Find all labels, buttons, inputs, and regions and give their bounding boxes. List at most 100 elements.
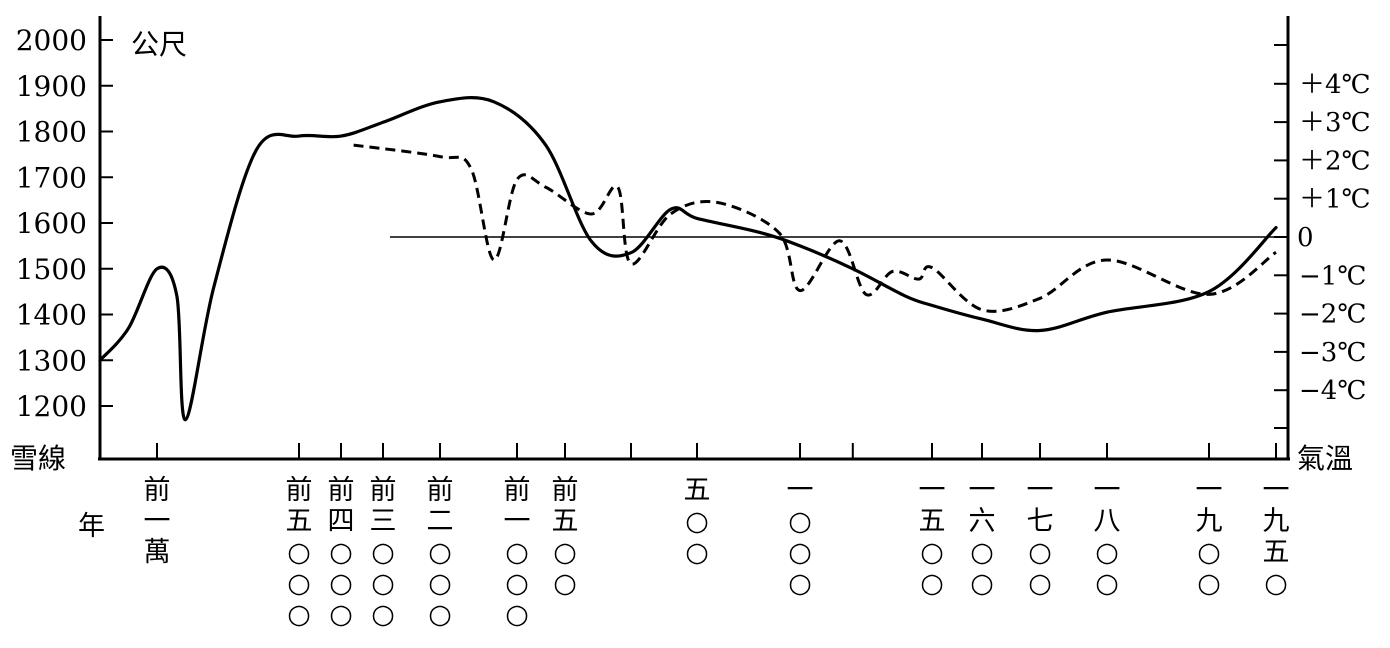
right-axis-tick-label: ＋1℃ [1299,185,1371,215]
x-axis-tick-label-char: 前 [552,475,579,506]
left-axis-tick-label: 1800 [16,116,87,149]
x-axis-tick-label: 前四○○○ [328,475,355,630]
x-axis-tick-label-char: ○ [371,537,395,568]
x-axis-tick-label-char: 一 [1027,475,1054,506]
x-axis-tick-label-char: 前 [144,475,171,506]
x-axis-tick-label: 前二○○○ [427,475,454,630]
x-axis-tick-label-char: ○ [505,568,529,599]
x-axis-tick-label-char: 三 [370,506,397,537]
x-axis-tick-label-char: 一 [1094,475,1121,506]
x-axis-tick-label-char: 五 [684,475,711,506]
x-axis-tick-label: 前一萬 [144,475,171,568]
snowline-series-line [98,96,1278,422]
left-axis-tick-label: 1200 [16,390,87,423]
right-axis-tick-label: ＋4℃ [1299,70,1371,100]
x-axis-tick-label-char: ○ [1095,537,1119,568]
x-axis-tick-label-char: 九 [1263,506,1290,537]
x-axis-tick-label-char: ○ [970,537,994,568]
x-axis-tick-label-char: ○ [788,568,812,599]
left-axis-tick-label: 1900 [16,70,87,103]
left-axis-label: 雪線 [10,442,66,475]
x-axis-tick-label-char: ○ [505,599,529,630]
x-axis-tick-label-char: 一 [1263,475,1290,506]
x-axis-tick-label-char: ○ [371,568,395,599]
x-axis-tick-label-char: 六 [969,506,996,537]
x-axis-tick-label-char: ○ [287,537,311,568]
x-axis-tick-label-char: ○ [329,599,353,630]
temperature-series-line [353,143,1277,313]
x-axis-tick-label-char: 七 [1027,506,1054,537]
x-axis-tick-label-char: 一 [1196,475,1223,506]
x-axis-tick-label-char: ○ [1095,568,1119,599]
x-axis-tick-label-char: 四 [328,506,355,537]
x-axis-tick-label-char: 一 [787,475,814,506]
x-axis-tick-label: 前三○○○ [370,475,397,630]
x-axis-tick-label: 前五○○○ [286,475,313,630]
x-axis-tick-label-char: ○ [1028,537,1052,568]
x-axis-tick-label-char: 前 [370,475,397,506]
left-axis-unit: 公尺 [131,28,187,61]
x-axis-tick-label-char: ○ [428,537,452,568]
x-axis-tick-label-char: 二 [427,506,454,537]
right-axis-tick-label: ＋3℃ [1299,108,1371,138]
x-axis-tick-label-char: 一 [969,475,996,506]
x-axis-tick-label: 前五○○ [552,475,579,599]
left-axis-tick-label: 1600 [16,207,87,240]
x-axis-tick-label: 一九五○ [1263,475,1290,599]
x-axis-tick-label: 一六○○ [969,475,996,599]
x-axis-tick-labels: 前一萬前五○○○前四○○○前三○○○前二○○○前一○○○前五○○五○○一○○○一… [144,475,1290,630]
left-axis-ticks: 1200 1300 1400 1500 1600 1700 1800 1900 2000 [16,24,113,423]
x-axis-tick-label-char: 一 [919,475,946,506]
right-axis-tick-label: ＋2℃ [1299,146,1371,176]
x-axis-tick-label: 一五○○ [919,475,946,599]
x-axis-tick-label-char: 八 [1094,506,1121,537]
x-axis-tick-label-char: ○ [685,506,709,537]
x-axis-tick-label-char: ○ [428,568,452,599]
x-axis-tick-label-char: ○ [920,568,944,599]
x-axis-tick-label: 一八○○ [1094,475,1121,599]
right-axis-tick-label: −4℃ [1299,376,1366,406]
x-axis-tick-label-char: 九 [1196,506,1223,537]
x-axis-tick-label-char: 一 [144,506,171,537]
right-axis-label: 氣溫 [1297,442,1353,475]
x-axis-tick-label-char: 萬 [144,537,171,568]
right-axis-tick-label: −3℃ [1299,338,1366,368]
x-axis-tick-label: 一七○○ [1027,475,1054,599]
right-axis-ticks: ＋4℃ ＋3℃ ＋2℃ ＋1℃ 0 −1℃ −2℃ −3℃ −4℃ [1274,44,1371,429]
x-axis-tick-label-char: ○ [428,599,452,630]
x-axis-tick-label-char: ○ [505,537,529,568]
x-axis-tick-label-char: ○ [1028,568,1052,599]
x-axis-tick-label-char: 前 [328,475,355,506]
left-axis-tick-label: 1500 [16,253,87,286]
x-axis-tick-label-char: 五 [1263,537,1290,568]
x-axis-tick-label: 一九○○ [1196,475,1223,599]
x-axis-tick-label-char: ○ [1197,537,1221,568]
x-axis-tick-label-char: 前 [427,475,454,506]
x-axis-tick-label-char: ○ [553,537,577,568]
x-axis-tick-label-char: ○ [1264,568,1288,599]
x-axis-tick-label-char: ○ [970,568,994,599]
x-axis-tick-label-char: ○ [329,568,353,599]
left-axis-tick-label: 1300 [16,344,87,377]
x-axis-tick-label-char: 一 [504,506,531,537]
x-axis-tick-label: 一○○○ [787,475,814,599]
right-axis-tick-label: 0 [1297,223,1314,253]
x-axis-tick-label-char: 五 [919,506,946,537]
x-axis-tick-label-char: 五 [286,506,313,537]
x-axis-tick-label-char: ○ [329,537,353,568]
x-axis-tick-label: 前一○○○ [504,475,531,630]
x-axis-tick-label-char: ○ [371,599,395,630]
left-axis-tick-label: 1700 [16,161,87,194]
x-axis-tick-label-char: ○ [287,599,311,630]
x-axis-tick-label: 五○○ [684,475,711,568]
right-axis-tick-label: −1℃ [1299,261,1366,291]
left-axis-tick-label: 1400 [16,299,87,332]
x-axis-tick-label-char: ○ [685,537,709,568]
x-axis-label: 年 [78,511,105,542]
x-axis-tick-label-char: ○ [553,568,577,599]
x-axis-tick-label-char: ○ [920,537,944,568]
x-axis-tick-label-char: ○ [788,506,812,537]
x-axis-tick-label-char: 前 [286,475,313,506]
x-axis-tick-label-char: ○ [1197,568,1221,599]
